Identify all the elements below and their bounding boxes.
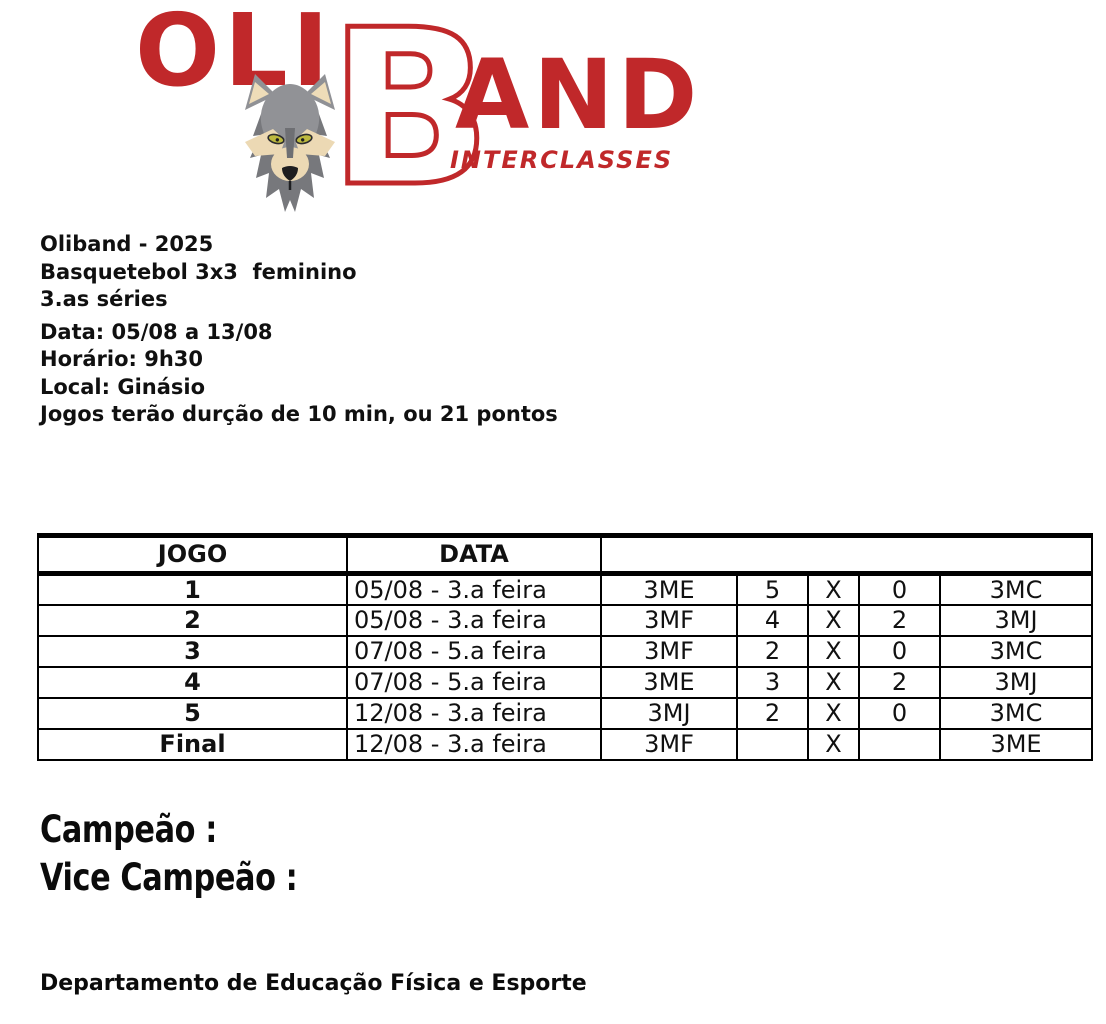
cell-team2: 3MJ [938,603,1094,637]
cell-team1: 3MF [600,634,738,668]
logo-subtitle: INTERCLASSES [450,146,673,174]
cell-x: X [807,634,860,668]
table-row: 2 05/08 - 3.a feira 3MF 4 X 2 3MJ [37,603,1094,637]
logo-and-text: AND [455,39,700,151]
cell-team1: 3MF [600,727,738,761]
cell-data: 07/08 - 5.a feira [346,634,602,668]
cell-score2: 2 [858,665,941,699]
cell-team1: 3MJ [600,696,738,730]
cell-jogo: 5 [37,696,348,730]
cell-data: 07/08 - 5.a feira [346,665,602,699]
info-line-title: Oliband - 2025 [40,232,214,256]
cell-score1: 2 [736,696,809,730]
cell-x: X [807,727,860,761]
info-line-modality: Basquetebol 3x3 feminino [40,259,357,284]
cell-team2: 3MC [938,634,1094,668]
cell-data: 05/08 - 3.a feira [346,572,602,606]
cell-score1: 3 [736,665,809,699]
wolf-mascot-icon [245,74,335,212]
cell-jogo: Final [37,727,348,761]
info-line-location: Local: Ginásio [40,374,206,399]
cell-jogo: 1 [37,572,348,606]
cell-score1 [736,727,809,761]
department-footer: Departamento de Educação Física e Esport… [40,971,587,996]
champion-label: Campeão : [40,808,217,851]
cell-score2: 0 [858,572,941,606]
cell-score2: 2 [858,603,941,637]
oliband-logo: OLI B AND INTERCLASSES [120,0,700,215]
cell-score2: 0 [858,634,941,668]
schedule-table: JOGO DATA 1 05/08 - 3.a feira 3ME 5 X 0 … [37,533,1094,761]
cell-team2: 3MC [938,696,1094,730]
cell-score1: 4 [736,603,809,637]
cell-jogo: 2 [37,603,348,637]
table-header-row: JOGO DATA [37,533,1094,576]
cell-x: X [807,603,860,637]
cell-team1: 3ME [600,665,738,699]
cell-jogo: 3 [37,634,348,668]
cell-data: 05/08 - 3.a feira [346,603,602,637]
info-line-rules: Jogos terão durção de 10 min, ou 21 pont… [40,402,558,426]
header-jogo: JOGO [37,533,348,576]
logo-b-outline: B [328,0,492,215]
cell-team1: 3MF [600,603,738,637]
table-row: 4 07/08 - 5.a feira 3ME 3 X 2 3MJ [37,665,1094,699]
vice-champion-label: Vice Campeão : [40,856,298,899]
cell-score2 [858,727,941,761]
cell-score1: 2 [736,634,809,668]
cell-team2: 3MC [938,572,1094,606]
info-line-series: 3.as séries [40,287,168,311]
cell-x: X [807,572,860,606]
table-row: 3 07/08 - 5.a feira 3MF 2 X 0 3MC [37,634,1094,668]
info-line-time: Horário: 9h30 [40,347,204,371]
cell-team2: 3ME [938,727,1094,761]
table-row: 5 12/08 - 3.a feira 3MJ 2 X 0 3MC [37,696,1094,730]
cell-team2: 3MJ [938,665,1094,699]
cell-data: 12/08 - 3.a feira [346,727,602,761]
table-row: 1 05/08 - 3.a feira 3ME 5 X 0 3MC [37,572,1094,606]
cell-x: X [807,696,860,730]
table-row-final: Final 12/08 - 3.a feira 3MF X 3ME [37,727,1094,761]
cell-data: 12/08 - 3.a feira [346,696,602,730]
header-data: DATA [346,533,602,576]
results-section: Campeão : Vice Campeão : [40,806,354,902]
header-result [599,533,1094,576]
event-info: Oliband - 2025 Basquetebol 3x3 feminino … [40,231,558,429]
cell-score2: 0 [858,696,941,730]
cell-team1: 3ME [600,572,738,606]
cell-score1: 5 [736,572,809,606]
cell-jogo: 4 [37,665,348,699]
info-line-date: Data: 05/08 a 13/08 [40,319,273,344]
cell-x: X [807,665,860,699]
